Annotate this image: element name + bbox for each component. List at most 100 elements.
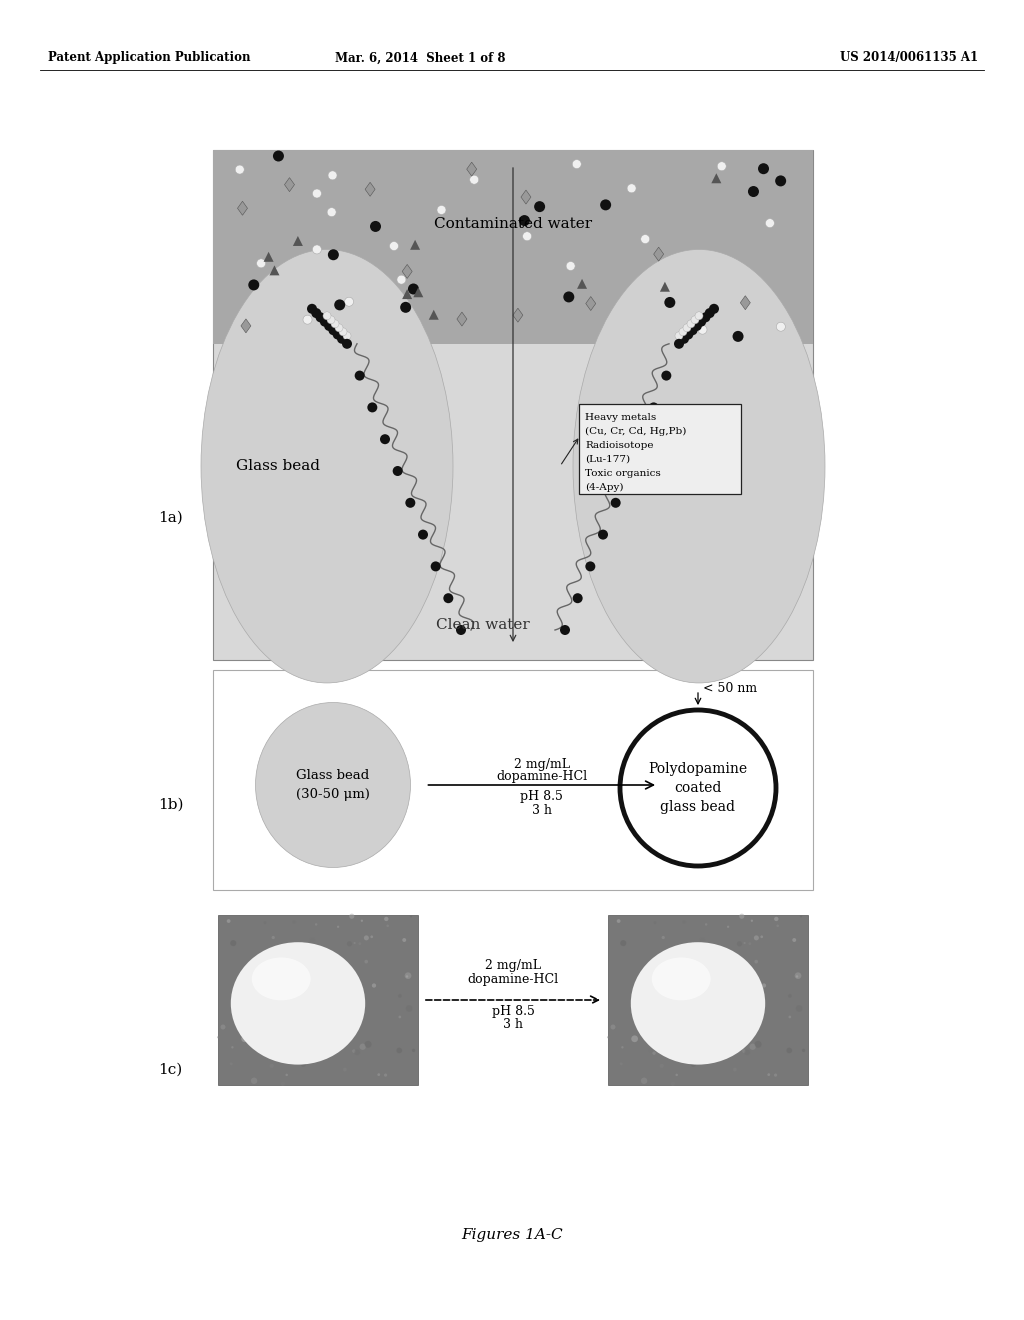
Ellipse shape (230, 942, 366, 1065)
Circle shape (307, 985, 313, 991)
Circle shape (786, 1048, 793, 1053)
Circle shape (743, 942, 745, 944)
Circle shape (365, 1040, 372, 1048)
Polygon shape (293, 236, 303, 246)
Circle shape (761, 936, 763, 939)
Circle shape (263, 921, 266, 924)
Circle shape (665, 953, 671, 960)
Text: Patent Application Publication: Patent Application Publication (48, 51, 251, 65)
Circle shape (679, 334, 689, 343)
Circle shape (347, 941, 352, 946)
Circle shape (389, 242, 398, 251)
Circle shape (230, 940, 237, 946)
Text: dopamine-HCl: dopamine-HCl (467, 973, 558, 986)
Circle shape (328, 170, 337, 180)
Circle shape (226, 919, 230, 923)
Circle shape (360, 920, 362, 921)
Circle shape (688, 987, 693, 993)
Circle shape (765, 219, 774, 227)
Circle shape (535, 201, 545, 213)
Circle shape (711, 1052, 715, 1057)
Circle shape (334, 300, 345, 310)
Ellipse shape (573, 249, 825, 682)
Circle shape (641, 235, 650, 244)
Polygon shape (241, 319, 251, 333)
Polygon shape (410, 240, 420, 249)
Circle shape (437, 206, 446, 214)
Circle shape (384, 1073, 387, 1077)
Circle shape (710, 1024, 716, 1031)
Circle shape (702, 1016, 705, 1019)
Circle shape (683, 330, 693, 339)
Circle shape (312, 189, 322, 198)
Circle shape (775, 176, 786, 186)
Circle shape (744, 1049, 751, 1055)
Circle shape (720, 1024, 725, 1030)
Circle shape (620, 710, 776, 866)
Circle shape (331, 1024, 335, 1030)
Text: (Cu, Cr, Cd, Hg,Pb): (Cu, Cr, Cd, Hg,Pb) (585, 426, 686, 436)
Polygon shape (712, 173, 721, 183)
Circle shape (365, 960, 368, 964)
Circle shape (696, 1035, 700, 1039)
Circle shape (679, 1045, 685, 1051)
Circle shape (788, 1015, 792, 1018)
Circle shape (689, 1003, 692, 1007)
Circle shape (315, 1027, 321, 1032)
Circle shape (653, 921, 656, 924)
Circle shape (291, 1005, 295, 1010)
Circle shape (709, 304, 719, 314)
Text: (Lu-177): (Lu-177) (585, 455, 630, 465)
Circle shape (696, 950, 700, 956)
Circle shape (220, 1024, 225, 1030)
Circle shape (690, 1061, 696, 1067)
Circle shape (680, 1005, 685, 1010)
Circle shape (776, 924, 779, 927)
Text: 1a): 1a) (158, 511, 182, 524)
Circle shape (691, 315, 699, 323)
Circle shape (715, 985, 721, 990)
Text: 3 h: 3 h (503, 1018, 523, 1031)
Circle shape (676, 1010, 682, 1016)
Circle shape (586, 561, 595, 572)
Circle shape (317, 993, 319, 994)
Circle shape (700, 985, 703, 987)
Circle shape (271, 936, 274, 939)
Circle shape (774, 1073, 777, 1077)
Circle shape (732, 331, 743, 342)
Circle shape (697, 1059, 702, 1063)
Text: Glass bead
(30-50 μm): Glass bead (30-50 μm) (296, 770, 370, 801)
Circle shape (312, 969, 318, 974)
Circle shape (695, 312, 703, 319)
Circle shape (749, 942, 752, 945)
Circle shape (278, 1031, 282, 1035)
Text: pH 8.5: pH 8.5 (492, 1005, 535, 1018)
Circle shape (269, 1064, 273, 1068)
Text: 3 h: 3 h (531, 804, 552, 817)
Circle shape (301, 942, 304, 945)
Circle shape (636, 434, 646, 445)
Circle shape (750, 1044, 756, 1049)
Circle shape (371, 936, 373, 939)
Polygon shape (457, 312, 467, 326)
Circle shape (702, 969, 709, 974)
Polygon shape (653, 247, 664, 261)
Circle shape (398, 994, 401, 998)
Polygon shape (659, 281, 670, 292)
Circle shape (312, 1016, 314, 1019)
Circle shape (600, 199, 611, 210)
Circle shape (622, 1047, 624, 1048)
Circle shape (631, 1035, 638, 1043)
Circle shape (621, 940, 627, 946)
Polygon shape (429, 310, 438, 319)
Circle shape (800, 915, 802, 917)
Circle shape (671, 1081, 675, 1086)
Circle shape (372, 983, 376, 987)
Circle shape (329, 325, 338, 335)
Circle shape (443, 593, 454, 603)
Circle shape (315, 313, 326, 322)
Polygon shape (269, 265, 280, 276)
Circle shape (321, 946, 325, 950)
Circle shape (353, 942, 355, 944)
Circle shape (627, 183, 636, 193)
